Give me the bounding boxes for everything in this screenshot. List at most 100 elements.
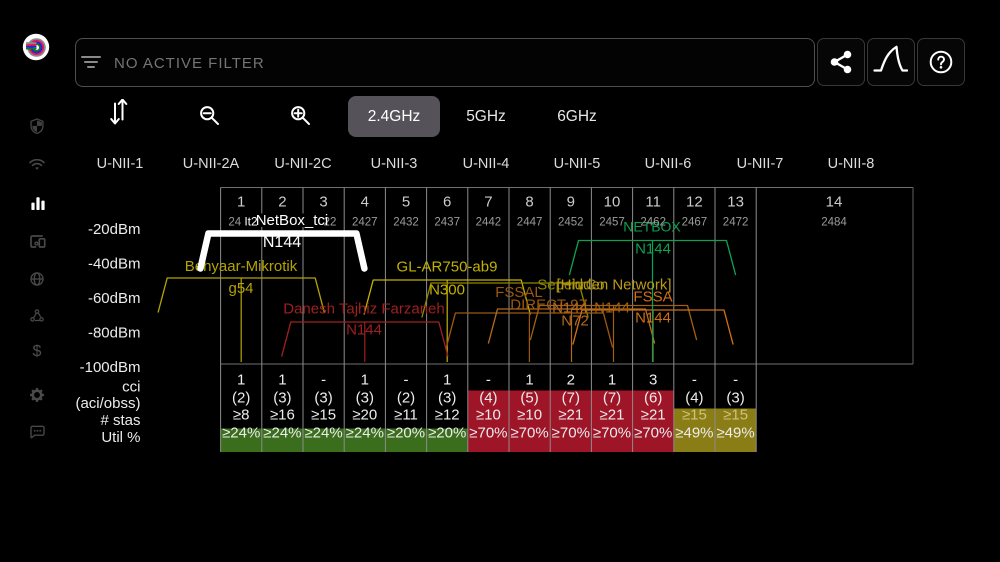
- svg-text:2442: 2442: [476, 217, 502, 229]
- svg-text:≥24%: ≥24%: [222, 425, 260, 442]
- svg-text:≥8: ≥8: [233, 407, 250, 424]
- svg-text:4: 4: [361, 194, 369, 211]
- svg-text:NETBOX: NETBOX: [623, 219, 681, 235]
- svg-text:-20dBm: -20dBm: [88, 221, 141, 238]
- svg-text:2427: 2427: [352, 217, 378, 229]
- svg-text:(2): (2): [232, 390, 250, 407]
- svg-text:≥24%: ≥24%: [346, 425, 384, 442]
- svg-text:2: 2: [278, 194, 286, 211]
- svg-text:≥10: ≥10: [517, 407, 542, 424]
- svg-text:-80dBm: -80dBm: [88, 325, 141, 342]
- svg-text:N144: N144: [635, 241, 671, 258]
- svg-text:NetBox_tci: NetBox_tci: [256, 212, 329, 229]
- svg-text:-: -: [486, 372, 491, 389]
- svg-text:5: 5: [402, 194, 410, 211]
- svg-text:(3): (3): [314, 390, 332, 407]
- svg-text:2457: 2457: [599, 217, 625, 229]
- svg-text:≥70%: ≥70%: [469, 425, 507, 442]
- svg-text:≥11: ≥11: [394, 407, 418, 424]
- svg-text:DIRECT-9Z: DIRECT-9Z: [510, 297, 588, 314]
- svg-text:GL-AR750-ab9: GL-AR750-ab9: [397, 259, 498, 276]
- svg-text:12: 12: [686, 194, 703, 211]
- svg-text:-60dBm: -60dBm: [88, 290, 141, 307]
- svg-text:N144: N144: [263, 234, 301, 251]
- svg-text:1: 1: [237, 194, 245, 211]
- svg-text:2484: 2484: [821, 217, 847, 229]
- svg-text:FSSA: FSSA: [633, 289, 672, 306]
- svg-text:≥70%: ≥70%: [510, 425, 548, 442]
- svg-text:(3): (3): [356, 390, 374, 407]
- svg-text:≥15: ≥15: [723, 407, 748, 424]
- svg-text:≥21: ≥21: [641, 407, 666, 424]
- svg-text:≥10: ≥10: [476, 407, 501, 424]
- svg-text:≥24%: ≥24%: [263, 425, 301, 442]
- svg-text:2432: 2432: [393, 217, 419, 229]
- svg-text:(6): (6): [644, 390, 662, 407]
- svg-text:≥15: ≥15: [311, 407, 336, 424]
- svg-text:(2): (2): [397, 390, 415, 407]
- svg-text:2447: 2447: [517, 217, 543, 229]
- svg-text:FSSAL: FSSAL: [495, 284, 543, 301]
- svg-text:(aci/obss): (aci/obss): [75, 395, 140, 412]
- svg-text:≥49%: ≥49%: [716, 425, 754, 442]
- svg-text:≥15: ≥15: [682, 407, 707, 424]
- svg-text:# stas: # stas: [100, 412, 140, 429]
- svg-text:≥20: ≥20: [352, 407, 377, 424]
- svg-text:≥24%: ≥24%: [304, 425, 342, 442]
- svg-text:-: -: [321, 372, 326, 389]
- svg-text:2472: 2472: [723, 217, 749, 229]
- svg-text:It2: It2: [244, 215, 258, 229]
- svg-text:≥49%: ≥49%: [675, 425, 713, 442]
- svg-text:-: -: [692, 372, 697, 389]
- svg-text:1: 1: [443, 372, 451, 389]
- svg-text:1: 1: [278, 372, 286, 389]
- svg-text:14: 14: [826, 194, 843, 211]
- svg-text:N144: N144: [594, 300, 630, 317]
- svg-text:2467: 2467: [682, 217, 708, 229]
- svg-text:-: -: [733, 372, 738, 389]
- svg-text:N72: N72: [561, 313, 589, 330]
- svg-text:1: 1: [525, 372, 533, 389]
- svg-text:≥20%: ≥20%: [387, 425, 425, 442]
- svg-text:9: 9: [567, 194, 575, 211]
- svg-text:13: 13: [727, 194, 744, 211]
- svg-text:(3): (3): [273, 390, 291, 407]
- svg-text:Danesh Tajhiz Farzaneh: Danesh Tajhiz Farzaneh: [283, 301, 444, 318]
- svg-text:(7): (7): [562, 390, 580, 407]
- svg-text:2437: 2437: [434, 217, 460, 229]
- svg-text:-: -: [404, 372, 409, 389]
- svg-text:2: 2: [567, 372, 575, 389]
- svg-text:8: 8: [525, 194, 533, 211]
- svg-text:g54: g54: [228, 280, 253, 297]
- svg-text:cci: cci: [122, 379, 140, 396]
- svg-text:≥16: ≥16: [270, 407, 295, 424]
- svg-text:≥70%: ≥70%: [552, 425, 590, 442]
- svg-text:1: 1: [361, 372, 369, 389]
- svg-text:(4): (4): [479, 390, 497, 407]
- svg-text:≥20%: ≥20%: [428, 425, 466, 442]
- svg-text:6: 6: [443, 194, 451, 211]
- svg-text:≥70%: ≥70%: [634, 425, 672, 442]
- svg-text:(3): (3): [438, 390, 456, 407]
- svg-text:3: 3: [319, 194, 327, 211]
- svg-text:-40dBm: -40dBm: [88, 256, 141, 273]
- svg-text:N144: N144: [346, 322, 382, 339]
- svg-text:1: 1: [237, 372, 245, 389]
- svg-text:7: 7: [484, 194, 492, 211]
- svg-text:1: 1: [608, 372, 616, 389]
- svg-text:N144: N144: [635, 310, 671, 327]
- svg-text:(5): (5): [520, 390, 538, 407]
- svg-text:≥21: ≥21: [600, 407, 625, 424]
- svg-text:Util %: Util %: [101, 429, 140, 446]
- svg-text:[Hidden Network]: [Hidden Network]: [556, 277, 671, 294]
- svg-text:N144: N144: [552, 300, 588, 317]
- svg-text:10: 10: [604, 194, 621, 211]
- svg-text:(4): (4): [685, 390, 703, 407]
- svg-text:SepehrCo: SepehrCo: [537, 277, 605, 294]
- svg-text:N300: N300: [429, 282, 465, 299]
- svg-text:≥12: ≥12: [435, 407, 460, 424]
- svg-text:-100dBm: -100dBm: [80, 359, 141, 376]
- svg-text:≥70%: ≥70%: [593, 425, 631, 442]
- svg-text:2462: 2462: [640, 217, 666, 229]
- svg-text:≥21: ≥21: [558, 407, 583, 424]
